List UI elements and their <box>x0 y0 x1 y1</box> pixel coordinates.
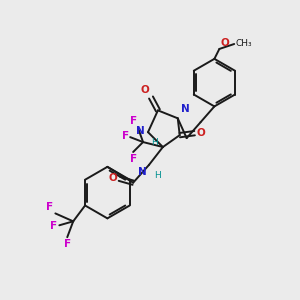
Text: N: N <box>181 104 190 114</box>
Text: O: O <box>196 128 205 138</box>
Text: F: F <box>122 131 129 141</box>
Text: H: H <box>154 171 161 180</box>
Text: N: N <box>138 167 147 177</box>
Text: F: F <box>130 116 137 126</box>
Text: CH₃: CH₃ <box>235 40 252 49</box>
Text: F: F <box>46 202 53 212</box>
Text: O: O <box>220 38 229 48</box>
Text: F: F <box>50 221 57 231</box>
Text: F: F <box>130 154 137 164</box>
Text: O: O <box>140 85 149 94</box>
Text: N: N <box>136 126 145 136</box>
Text: F: F <box>64 239 71 249</box>
Text: H: H <box>151 138 158 147</box>
Text: O: O <box>109 173 117 183</box>
